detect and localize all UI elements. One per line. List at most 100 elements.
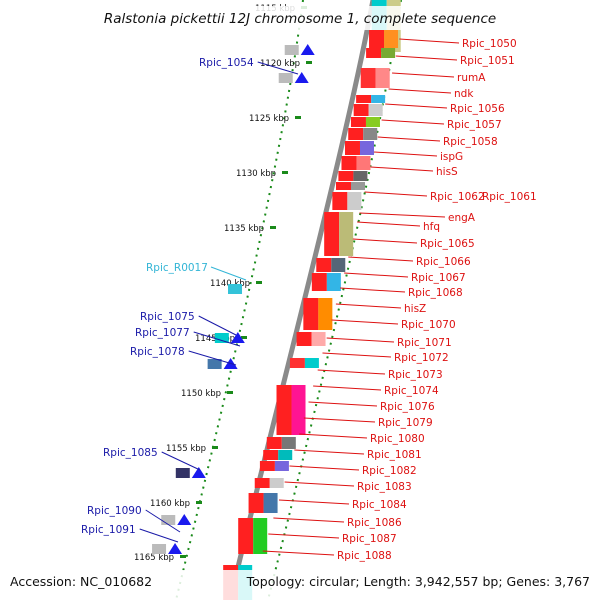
gene-block[interactable] (263, 450, 279, 460)
gene-block[interactable] (207, 359, 222, 369)
gene-label-right[interactable]: Rpic_1076 (380, 401, 435, 413)
gene-label-left[interactable]: Rpic_1054 (199, 57, 254, 69)
gene-label-right[interactable]: hisZ (404, 303, 426, 315)
gene-label-right[interactable]: Rpic_1050 (462, 38, 517, 50)
gene-block[interactable] (350, 182, 365, 190)
gene-label-right[interactable]: Rpic_1062 (430, 191, 485, 203)
gene-block[interactable] (259, 461, 275, 471)
gene-block[interactable] (278, 73, 293, 83)
gene-block[interactable] (335, 182, 351, 190)
gene-label-right[interactable]: Rpic_1071 (397, 337, 452, 349)
gene-label-right[interactable]: rumA (457, 72, 486, 84)
gene-block[interactable] (291, 385, 306, 435)
gene-block[interactable] (347, 192, 362, 210)
gene-arrow[interactable] (294, 72, 309, 83)
gene-block[interactable] (353, 171, 368, 181)
gene-block[interactable] (369, 30, 385, 48)
gene-label-right[interactable]: Rpic_1070 (401, 319, 456, 331)
gene-block[interactable] (318, 298, 333, 330)
gene-block[interactable] (254, 478, 270, 488)
gene-label-left[interactable]: Rpic_1090 (87, 505, 142, 517)
gene-arrow[interactable] (168, 543, 183, 554)
gene-label-right[interactable]: Rpic_1086 (347, 517, 402, 529)
gene-label-right[interactable]: Rpic_1051 (460, 55, 515, 67)
gene-label-right[interactable]: Rpic_1088 (337, 550, 392, 562)
gene-block[interactable] (332, 192, 348, 210)
gene-block[interactable] (276, 385, 292, 435)
gene-block[interactable] (238, 518, 254, 554)
gene-label-left[interactable]: Rpic_1077 (135, 327, 190, 339)
gene-block[interactable] (348, 128, 364, 140)
gene-block[interactable] (303, 298, 319, 330)
gene-block[interactable] (316, 258, 332, 272)
gene-block[interactable] (341, 156, 357, 170)
gene-label-right[interactable]: ispG (440, 151, 463, 163)
gene-block[interactable] (296, 332, 312, 346)
gene-block[interactable] (248, 493, 264, 513)
gene-label-right[interactable]: Rpic_1067 (411, 272, 466, 284)
gene-block[interactable] (338, 171, 354, 181)
gene-label-right[interactable]: Rpic_1079 (378, 417, 433, 429)
gene-label-left[interactable]: Rpic_R0017 (146, 262, 208, 274)
gene-block[interactable] (356, 156, 371, 170)
gene-block[interactable] (278, 450, 293, 460)
gene-block[interactable] (214, 333, 229, 343)
gene-block[interactable] (344, 141, 360, 155)
gene-block[interactable] (266, 437, 282, 449)
gene-block[interactable] (304, 358, 319, 368)
gene-block[interactable] (331, 258, 346, 272)
gene-block[interactable] (359, 141, 374, 155)
gene-block[interactable] (375, 68, 390, 88)
gene-block[interactable] (161, 515, 176, 525)
gene-label-left[interactable]: Rpic_1075 (140, 311, 195, 323)
gene-label-right[interactable]: engA (448, 212, 476, 224)
gene-block[interactable] (363, 128, 378, 140)
gene-label-right[interactable]: Rpic_1083 (357, 481, 412, 493)
gene-arrow[interactable] (191, 467, 206, 478)
gene-block[interactable] (384, 30, 399, 48)
gene-label-right[interactable]: Rpic_1074 (384, 385, 439, 397)
gene-label-right[interactable]: Rpic_1073 (388, 369, 443, 381)
gene-block[interactable] (253, 518, 268, 554)
gene-label-right[interactable]: Rpic_1066 (416, 256, 471, 268)
gene-block[interactable] (353, 104, 369, 116)
gene-label-left[interactable]: Rpic_1091 (81, 524, 136, 536)
gene-label-right[interactable]: Rpic_1072 (394, 352, 449, 364)
gene-label-right[interactable]: hfq (423, 221, 440, 233)
gene-block[interactable] (228, 284, 243, 294)
gene-block[interactable] (368, 104, 383, 116)
gene-label-right[interactable]: Rpic_1068 (408, 287, 463, 299)
gene-arrow[interactable] (177, 514, 192, 525)
gene-block[interactable] (289, 358, 305, 368)
gene-arrow[interactable] (230, 332, 245, 343)
gene-block[interactable] (284, 45, 299, 55)
gene-label-left[interactable]: Rpic_1078 (130, 346, 185, 358)
gene-label-right[interactable]: Rpic_1058 (443, 136, 498, 148)
gene-block[interactable] (324, 212, 340, 256)
gene-label-right[interactable]: Rpic_1061 (482, 191, 537, 203)
gene-block[interactable] (381, 48, 396, 58)
gene-block[interactable] (311, 332, 326, 346)
gene-label-right[interactable]: Rpic_1084 (352, 499, 407, 511)
gene-label-right[interactable]: Rpic_1056 (450, 103, 505, 115)
gene-label-right[interactable]: Rpic_1057 (447, 119, 502, 131)
gene-block[interactable] (152, 544, 167, 554)
gene-label-right[interactable]: Rpic_1081 (367, 449, 422, 461)
gene-block[interactable] (366, 48, 382, 58)
gene-label-right[interactable]: Rpic_1065 (420, 238, 475, 250)
gene-block[interactable] (360, 68, 376, 88)
gene-block[interactable] (356, 95, 372, 103)
gene-label-right[interactable]: Rpic_1087 (342, 533, 397, 545)
gene-block[interactable] (339, 212, 354, 256)
gene-block[interactable] (311, 273, 327, 291)
gene-label-right[interactable]: Rpic_1080 (370, 433, 425, 445)
gene-label-right[interactable]: hisS (436, 166, 458, 178)
gene-block[interactable] (350, 117, 366, 127)
gene-block[interactable] (326, 273, 341, 291)
gene-block[interactable] (365, 117, 380, 127)
gene-block[interactable] (274, 461, 289, 471)
gene-label-left[interactable]: Rpic_1085 (103, 447, 158, 459)
gene-block[interactable] (175, 468, 190, 478)
gene-block[interactable] (263, 493, 278, 513)
gene-label-right[interactable]: Rpic_1082 (362, 465, 417, 477)
